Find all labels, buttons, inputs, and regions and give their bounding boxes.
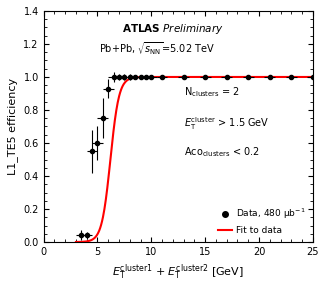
X-axis label: $E_{\mathrm{T}}^{\mathrm{cluster1}}$ + $E_{\mathrm{T}}^{\mathrm{cluster2}}$ [GeV: $E_{\mathrm{T}}^{\mathrm{cluster1}}$ + $…: [112, 262, 244, 282]
Y-axis label: L1_TE5 efficiency: L1_TE5 efficiency: [7, 78, 18, 175]
Text: Aco$_{\mathrm{clusters}}$ < 0.2: Aco$_{\mathrm{clusters}}$ < 0.2: [184, 145, 259, 159]
Text: N$_{\mathrm{clusters}}$ = 2: N$_{\mathrm{clusters}}$ = 2: [184, 85, 240, 99]
Legend: Data, 480 μb$^{-1}$, Fit to data: Data, 480 μb$^{-1}$, Fit to data: [215, 204, 308, 238]
Text: $\bf{ATLAS}$ $\it{Preliminary}$: $\bf{ATLAS}$ $\it{Preliminary}$: [122, 23, 224, 36]
Text: $E_{\mathrm{T}}^{\mathrm{cluster}}$ > 1.5 GeV: $E_{\mathrm{T}}^{\mathrm{cluster}}$ > 1.…: [184, 115, 269, 132]
Text: Pb+Pb, $\sqrt{s_{\mathrm{NN}}}$=5.02 TeV: Pb+Pb, $\sqrt{s_{\mathrm{NN}}}$=5.02 TeV: [99, 41, 215, 57]
